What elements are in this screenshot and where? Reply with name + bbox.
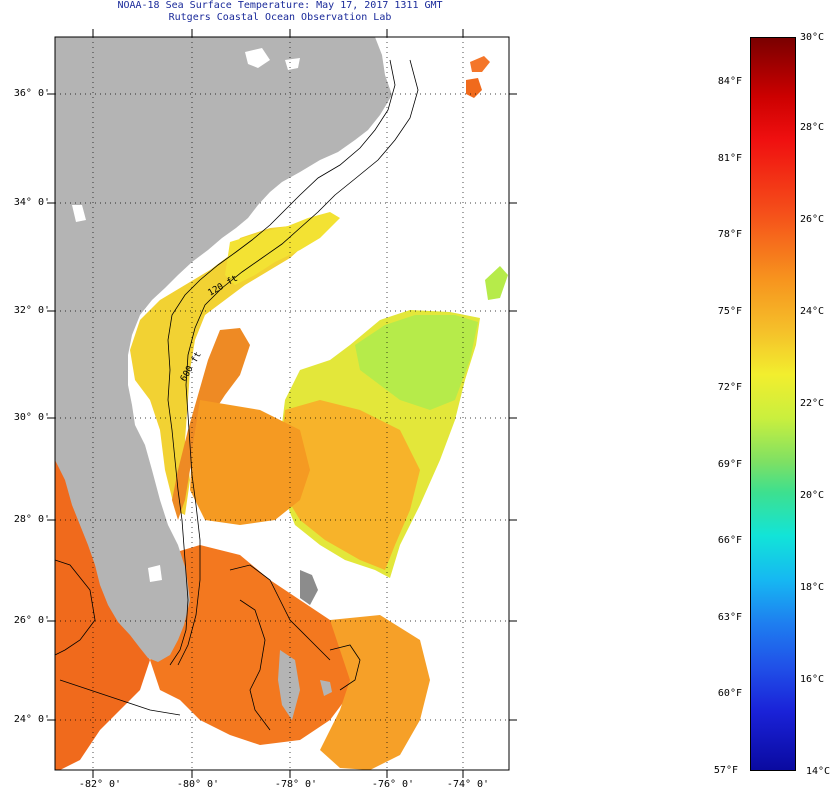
sst-gulf-stream	[172, 328, 250, 520]
colorbar-c-20: 20°C	[800, 490, 825, 501]
lat-label-24: 24° 0'	[13, 714, 50, 725]
sst-shelf-band	[130, 218, 325, 515]
sst-swath-green	[355, 315, 478, 410]
sst-north-patch	[466, 78, 482, 98]
colorbar-c-28: 28°C	[800, 122, 825, 133]
map-subtitle: Rutgers Coastal Ocean Observation Lab	[168, 12, 392, 23]
sst-coastal-yellow	[225, 212, 340, 285]
colorbar-c-16: 16°C	[800, 674, 825, 685]
lon-label-74: -74° 0'	[446, 779, 490, 790]
colorbar-f-78: 78°F	[717, 229, 742, 240]
colorbar-f-60: 60°F	[717, 688, 742, 699]
colorbar-f-69: 69°F	[717, 459, 742, 470]
lakes	[72, 48, 300, 582]
lat-label-28: 28° 0'	[13, 514, 50, 525]
colorbar-c-22: 22°C	[800, 398, 825, 409]
lon-label-78: -78° 0'	[274, 779, 318, 790]
colorbar-f-81: 81°F	[717, 153, 742, 164]
colorbar-f-84: 84°F	[717, 76, 742, 87]
lat-label-32: 32° 0'	[13, 305, 50, 316]
lat-label-34: 34° 0'	[13, 197, 50, 208]
lon-label-76: -76° 0'	[371, 779, 415, 790]
grid-lines	[55, 37, 509, 770]
lat-label-36: 36° 0'	[13, 88, 50, 99]
lon-label-82: -82° 0'	[78, 779, 122, 790]
land-small-island	[320, 680, 332, 696]
sst-imagery	[55, 56, 508, 770]
sst-south-central	[150, 545, 355, 745]
land-andros	[278, 650, 300, 720]
sst-south-east	[320, 615, 430, 770]
temperature-colorbar	[750, 37, 796, 771]
frame-ticks	[47, 29, 517, 778]
colorbar-c-18: 18°C	[800, 582, 825, 593]
colorbar-f-66: 66°F	[717, 535, 742, 546]
map-title: NOAA-18 Sea Surface Temperature: May 17,…	[117, 0, 443, 11]
sst-north-patch-2	[470, 56, 490, 72]
map-frame	[54, 36, 510, 771]
land-us-east-coast	[55, 37, 392, 662]
lat-label-26: 26° 0'	[13, 615, 50, 626]
colorbar-c-26: 26°C	[800, 214, 825, 225]
colorbar-f-63: 63°F	[717, 612, 742, 623]
colorbar-c-14: 14°C	[806, 766, 831, 777]
land-layer	[55, 37, 392, 720]
colorbar-f-72: 72°F	[717, 382, 742, 393]
colorbar-f-57: 57°F	[713, 765, 738, 776]
colorbar-c-30: 30°C	[800, 32, 825, 43]
sst-swath-orange	[280, 400, 420, 570]
colorbar-c-24: 24°C	[800, 306, 825, 317]
lat-label-30: 30° 0'	[13, 412, 50, 423]
sst-south-west-gulf	[55, 460, 150, 770]
sst-warm-patch	[190, 400, 310, 525]
lon-label-80: -80° 0'	[176, 779, 220, 790]
bathymetry-contours	[54, 59, 419, 731]
colorbar-f-75: 75°F	[717, 306, 742, 317]
land-cuba-bahamas	[300, 570, 318, 605]
sst-northeast-patch	[485, 266, 508, 300]
